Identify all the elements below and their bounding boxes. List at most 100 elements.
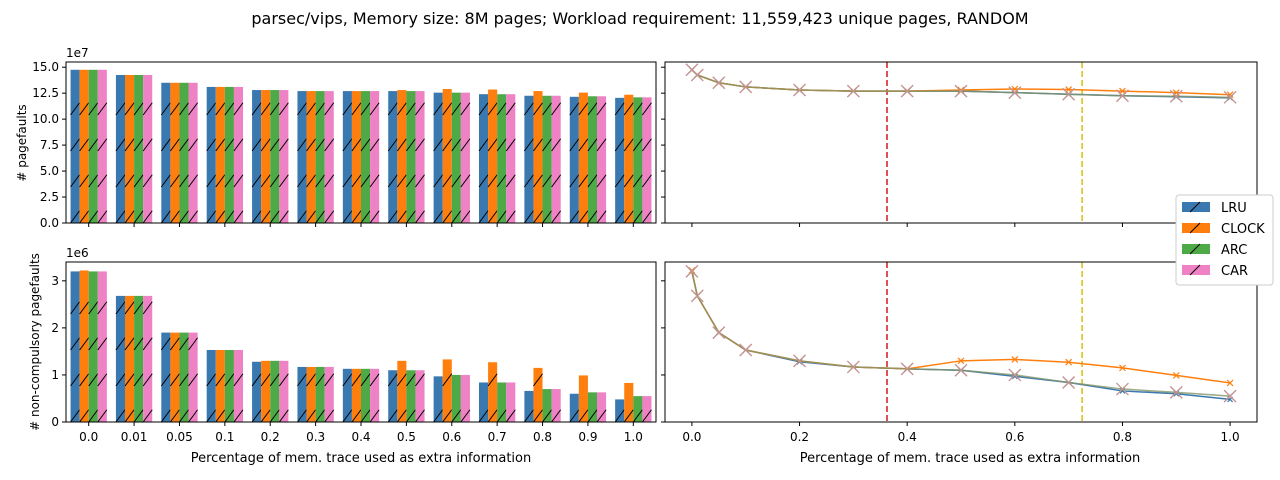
- hatch-stroke: [442, 210, 453, 224]
- marker-car-0.9: [1169, 89, 1183, 103]
- hatch-stroke: [315, 373, 326, 387]
- marker-car-0.01: [690, 68, 704, 82]
- hatch-stroke: [79, 337, 90, 351]
- hatch-stroke: [533, 138, 543, 152]
- legend-swatch-lru: [1182, 202, 1210, 212]
- hatch-stroke: [133, 102, 144, 116]
- hatch-stroke: [578, 409, 589, 423]
- series-line-lru: [691, 69, 1231, 99]
- hatch-stroke: [124, 373, 135, 387]
- bar-arc-0.7: [497, 94, 507, 223]
- hatch-stroke: [169, 138, 180, 152]
- hatch-stroke: [342, 138, 353, 152]
- series-line-car: [691, 271, 1231, 397]
- hatch-stroke: [206, 373, 217, 387]
- hatch-stroke: [306, 373, 317, 387]
- hatch-stroke: [623, 210, 634, 224]
- hatch-stroke: [251, 102, 262, 116]
- hatch-stroke: [169, 210, 180, 224]
- hatch-stroke: [405, 174, 416, 188]
- bar-car-0.5: [415, 91, 425, 223]
- bar-clock-0.3: [306, 366, 316, 422]
- y-tick-label: 10.0: [32, 112, 59, 126]
- hatch-stroke: [478, 409, 489, 423]
- hatch-stroke: [79, 409, 90, 423]
- x-tick-label: 0.05: [166, 430, 193, 444]
- x-tick-label: 0.4: [898, 430, 917, 444]
- bar-arc-0.6: [451, 374, 461, 422]
- hatch-stroke: [97, 301, 108, 315]
- hatch-stroke: [551, 409, 562, 423]
- hatch-stroke: [369, 210, 380, 224]
- bar-car-1.0: [642, 396, 652, 422]
- bar-car-0.6: [460, 92, 470, 223]
- hatch-stroke: [551, 174, 562, 188]
- hatch-stroke: [233, 174, 244, 188]
- hatch-stroke: [297, 210, 307, 224]
- hatch-stroke: [79, 373, 90, 387]
- bar-arc-0.0: [88, 69, 98, 223]
- figure-title: parsec/vips, Memory size: 8M pages; Work…: [251, 9, 1028, 28]
- legend-hatch: [1189, 222, 1201, 234]
- hatch-stroke: [351, 138, 362, 152]
- hatch-stroke: [133, 301, 144, 315]
- bar-clock-0.5: [397, 90, 407, 223]
- hatch-stroke: [215, 102, 226, 116]
- bar-lru-1.0: [615, 399, 625, 422]
- marker-car-0.6: [1008, 86, 1022, 100]
- bar-arc-0.2: [270, 360, 280, 422]
- bar-car-0.4: [370, 368, 380, 422]
- hatch-stroke: [142, 138, 153, 152]
- bar-lru-0.4: [342, 368, 352, 422]
- hatch-stroke: [587, 174, 598, 188]
- hatch-stroke: [260, 138, 271, 152]
- marker-clock-0.5: [957, 86, 965, 94]
- panel-bottom-left: 0 1 2 3 0.0 0.01 0.05 0.1 0.2 0.3 0.4 0.5 0.6 0.7 0.8 0…: [28, 246, 657, 466]
- bar-lru-0.3: [297, 91, 307, 223]
- hatch-stroke: [523, 102, 534, 116]
- hatch-stroke: [233, 409, 244, 423]
- x-tick-label: 0.2: [261, 430, 280, 444]
- hatch-stroke: [179, 409, 189, 423]
- hatch-stroke: [324, 102, 335, 116]
- hatch-stroke: [188, 138, 199, 152]
- hatch-stroke: [587, 102, 598, 116]
- bar-car-0.3: [324, 366, 334, 422]
- bar-clock-0.1: [215, 86, 225, 224]
- bar-car-0.9: [597, 392, 607, 422]
- hatch-stroke: [215, 373, 226, 387]
- hatch-stroke: [360, 373, 371, 387]
- x-tick-label: 0.8: [533, 430, 552, 444]
- hatch-stroke: [360, 138, 371, 152]
- xlabel-right: Percentage of mem. trace used as extra i…: [800, 451, 1141, 466]
- bar-car-0.05: [188, 332, 198, 422]
- hatch-stroke: [278, 373, 289, 387]
- x-tick-label: 0.9: [578, 430, 597, 444]
- hatch-stroke: [160, 138, 171, 152]
- hatch-stroke: [88, 210, 99, 224]
- hatch-stroke: [278, 210, 289, 224]
- hatch-stroke: [324, 210, 335, 224]
- bar-lru-0.0: [70, 271, 80, 422]
- hatch-stroke: [405, 102, 416, 116]
- bar-lru-0.2: [252, 361, 262, 422]
- hatch-stroke: [188, 102, 199, 116]
- hatch-stroke: [315, 210, 326, 224]
- bar-clock-0.7: [488, 89, 498, 223]
- hatch-stroke: [533, 174, 543, 188]
- hatch-stroke: [632, 138, 643, 152]
- hatch-stroke: [115, 174, 126, 188]
- bar-lru-0.2: [252, 90, 262, 223]
- hatch-stroke: [623, 138, 634, 152]
- hatch-stroke: [179, 337, 189, 351]
- hatch-stroke: [97, 409, 108, 423]
- hatch-stroke: [578, 210, 589, 224]
- legend-item-arc: ARC: [1182, 243, 1247, 258]
- bar-lru-0.6: [433, 376, 443, 422]
- hatch-stroke: [641, 138, 652, 152]
- hatch-stroke: [88, 174, 99, 188]
- y-tick-label: 2.5: [40, 190, 59, 204]
- axes-frame: [664, 261, 1258, 423]
- hatch-stroke: [396, 210, 407, 224]
- hatch-stroke: [179, 373, 189, 387]
